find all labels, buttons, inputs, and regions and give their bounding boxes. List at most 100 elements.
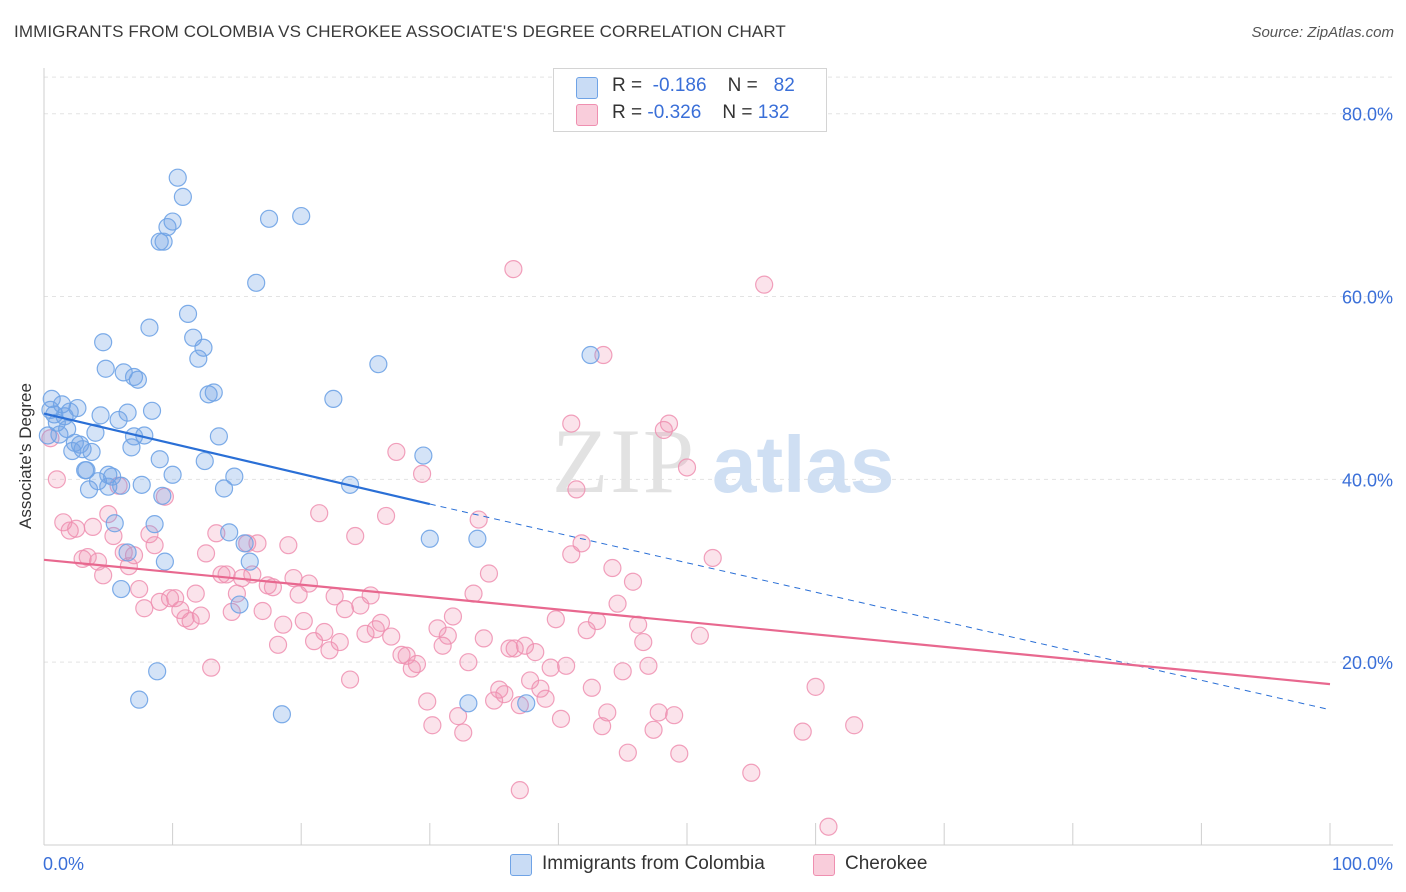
cherokee-point: [299, 574, 319, 593]
cherokee-point: [371, 613, 391, 632]
cherokee-point: [464, 584, 483, 603]
cherokee-point: [83, 517, 102, 536]
y-tick-label: 20.0%: [1342, 653, 1393, 673]
colombia-point: [173, 187, 192, 206]
cherokee-point: [423, 716, 442, 735]
legend-n-cherokee: 132: [757, 102, 790, 123]
cherokee-point: [310, 504, 329, 523]
cherokee-point: [330, 632, 349, 652]
cherokee-point: [196, 544, 216, 563]
colombia-point: [214, 479, 234, 498]
cherokee-point: [248, 534, 267, 553]
tick-labels: 20.0% 40.0% 60.0% 80.0% 0.0% 100.0%: [43, 105, 1393, 874]
correlation-legend: R = -0.186 N = 82 R = -0.326 N = 132: [553, 68, 827, 132]
cherokee-point: [515, 636, 535, 655]
legend-n-label: N =: [722, 102, 753, 123]
legend-r-label: R =: [612, 75, 643, 96]
colombia-point: [105, 514, 124, 533]
cherokee-point: [387, 442, 406, 462]
cherokee-point: [41, 429, 60, 448]
cherokee-point: [356, 624, 375, 643]
cherokee-point: [202, 658, 221, 677]
colombia-point: [82, 442, 101, 462]
colombia-point: [163, 465, 182, 484]
colombia-point: [114, 363, 133, 382]
cherokee-point: [412, 464, 432, 483]
cherokee-point: [531, 679, 550, 698]
colombia-point: [124, 367, 144, 387]
colombia-point: [130, 690, 149, 709]
colombia-point: [468, 529, 487, 548]
colombia-point: [145, 515, 164, 534]
cherokee-point: [207, 524, 226, 543]
cherokee-point: [603, 558, 622, 578]
colombia-point: [195, 451, 214, 471]
colombia-trend-line: [43, 412, 431, 506]
axes: [43, 68, 1393, 846]
colombia-point: [220, 523, 239, 542]
cherokee-point: [546, 610, 565, 629]
colombia-point: [292, 206, 311, 226]
cherokee-point: [677, 458, 697, 477]
colombia-point: [142, 401, 162, 420]
colombia-point: [68, 398, 87, 418]
cherokee-point: [582, 678, 601, 697]
cherokee-point: [510, 696, 529, 715]
cherokee-point: [361, 586, 380, 605]
colombia-point: [459, 694, 478, 713]
cherokee-point: [176, 609, 195, 628]
cherokee-point: [438, 626, 457, 645]
colombia-point: [86, 423, 105, 442]
colombia-point: [168, 168, 187, 187]
cherokee-point: [99, 504, 118, 524]
cherokee-point: [454, 723, 473, 742]
cherokee-point: [392, 645, 411, 664]
colombia-point: [42, 389, 61, 409]
cherokee-point: [504, 260, 523, 279]
colombia-points: [38, 168, 600, 724]
y-axis-label: Associate's Degree: [16, 383, 35, 529]
legend-r-cherokee: -0.326: [647, 102, 702, 123]
cherokee-point: [448, 707, 468, 726]
legend-n-colombia: 82: [773, 75, 795, 96]
cherokee-trend-line: [43, 558, 1331, 686]
legend-n-label: N =: [727, 75, 758, 96]
cherokee-point: [474, 629, 493, 648]
y-tick-label: 60.0%: [1342, 288, 1393, 308]
cherokee-point: [346, 526, 365, 546]
cherokee-point: [294, 611, 313, 631]
colombia-point: [259, 209, 279, 228]
cherokee-point: [551, 709, 571, 728]
colombia-point: [153, 486, 172, 505]
colombia-point: [235, 534, 254, 553]
cherokee-point: [217, 565, 236, 584]
cherokee-point: [304, 632, 324, 651]
colombia-point: [118, 403, 137, 422]
x-tick-label: 100.0%: [1332, 854, 1393, 874]
cherokee-point: [541, 658, 560, 677]
colombia-point: [140, 318, 159, 337]
cherokee-point: [670, 744, 689, 763]
cherokee-point: [376, 506, 396, 526]
cherokee-point: [593, 717, 612, 736]
y-tick-label: 40.0%: [1342, 470, 1393, 490]
cherokee-point: [279, 536, 298, 555]
cherokee-point: [428, 619, 447, 638]
colombia-point: [88, 472, 108, 491]
cherokee-point: [60, 521, 79, 540]
watermark-atlas: atlas: [712, 420, 894, 509]
colombia-point: [324, 389, 343, 409]
cherokee-point: [186, 584, 205, 603]
cherokee-point: [755, 275, 774, 294]
cherokee-point: [140, 525, 159, 544]
colombia-point: [189, 349, 208, 368]
colombia-point: [178, 304, 198, 323]
zipatlas-watermark: ZIP atlas: [552, 410, 894, 512]
cherokee-point: [510, 781, 529, 800]
cherokee-point: [806, 677, 825, 696]
series-label-cherokee: Cherokee: [845, 853, 928, 874]
cherokee-point: [562, 414, 581, 433]
x-tick-label: 0.0%: [43, 854, 84, 874]
cherokee-point: [268, 635, 288, 654]
colombia-point: [122, 438, 141, 457]
